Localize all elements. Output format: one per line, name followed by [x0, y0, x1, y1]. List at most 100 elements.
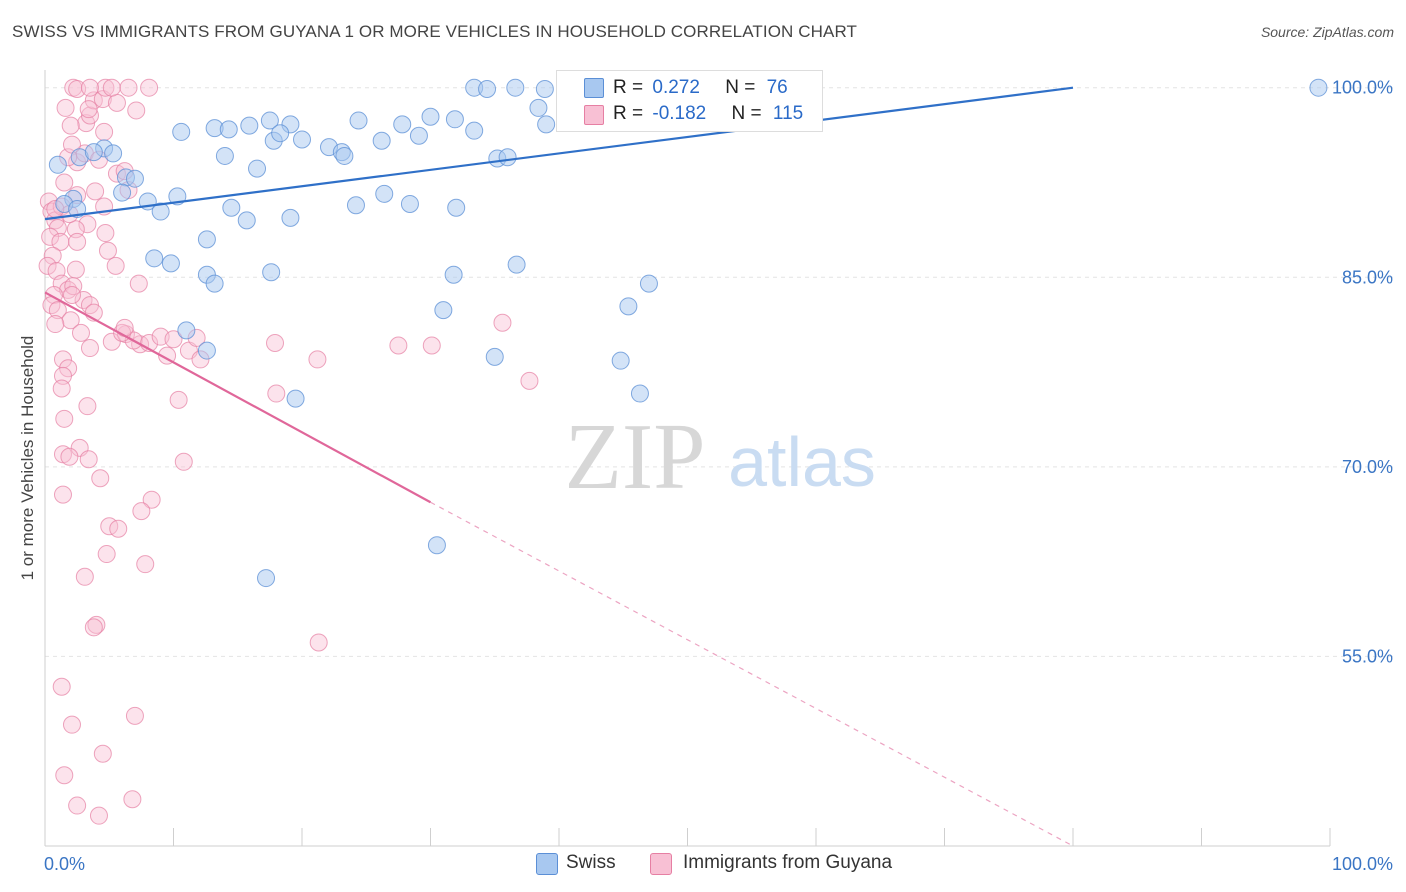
- swiss-trend-line: [44, 86, 1074, 221]
- swiss-point: [349, 111, 368, 130]
- r-value: -0.182: [652, 103, 707, 124]
- guyana-point: [61, 116, 80, 135]
- swiss-point: [237, 211, 256, 230]
- swiss-point: [197, 341, 216, 360]
- guyana-point: [84, 618, 103, 637]
- guyana-point: [389, 336, 408, 355]
- guyana-point: [55, 766, 74, 785]
- guyana-point: [98, 241, 117, 260]
- swiss-point: [537, 115, 556, 134]
- swiss-point: [113, 183, 132, 202]
- guyana-point: [62, 285, 81, 304]
- swiss-point: [248, 159, 267, 178]
- swiss-point: [260, 111, 279, 130]
- swiss-point: [104, 144, 123, 163]
- guyana-point: [174, 452, 193, 471]
- swiss-point: [400, 194, 419, 213]
- guyana-point: [158, 346, 177, 365]
- swiss-point: [177, 321, 196, 340]
- swiss-point: [84, 143, 103, 162]
- swiss-point: [145, 249, 164, 268]
- guyana-point: [129, 274, 148, 293]
- guyana-point: [68, 232, 87, 251]
- guyana-point: [106, 256, 125, 275]
- guyana-point: [520, 371, 539, 390]
- guyana-point: [309, 633, 328, 652]
- guyana-point: [164, 330, 183, 349]
- swiss-point: [639, 274, 658, 293]
- guyana-point: [80, 106, 99, 125]
- legend-row-guyana: R = -0.182 N = 115: [613, 103, 803, 127]
- legend-swiss-label: Swiss: [566, 852, 616, 873]
- grid-lines: [45, 87, 1395, 657]
- source-credit: Source: ZipAtlas.com: [1260, 24, 1394, 40]
- swiss-point: [619, 297, 638, 316]
- swiss-point: [197, 230, 216, 249]
- guyana-point: [266, 333, 285, 352]
- swiss-point: [445, 110, 464, 129]
- y-tick-label: 55.0%: [1342, 646, 1393, 666]
- guyana-point: [80, 78, 99, 97]
- guyana-point: [60, 447, 79, 466]
- guyana-point: [140, 78, 159, 97]
- tick-labels: 55.0% 70.0% 85.0% 100.0% 0.0% 100.0%: [44, 78, 1393, 874]
- swiss-point: [630, 384, 649, 403]
- r-value: 0.272: [652, 77, 700, 98]
- guyana-trend-line: [44, 291, 432, 504]
- guyana-point: [79, 450, 98, 469]
- guyana-point: [52, 677, 71, 696]
- legend-guyana-swatch: [650, 853, 672, 875]
- swiss-point: [434, 301, 453, 320]
- guyana-point: [79, 100, 98, 119]
- trend-lines: [44, 86, 1074, 847]
- guyana-point: [102, 332, 121, 351]
- guyana-point: [87, 615, 106, 634]
- guyana-point: [68, 79, 87, 98]
- guyana-point: [80, 339, 99, 358]
- swiss-point: [444, 265, 463, 284]
- r-label: R =: [613, 77, 649, 98]
- guyana-point: [142, 490, 161, 509]
- swiss-point: [48, 155, 67, 174]
- guyana-point: [61, 311, 80, 330]
- guyana-point: [55, 173, 74, 192]
- guyana-trend-extension: [430, 501, 1074, 847]
- swiss-point: [427, 536, 446, 555]
- guyana-point: [53, 350, 72, 369]
- swiss-point: [335, 146, 354, 165]
- swiss-point: [151, 202, 170, 221]
- swiss-point: [498, 148, 517, 167]
- guyana-point: [96, 78, 115, 97]
- guyana-point: [55, 409, 74, 428]
- swiss-point: [506, 78, 525, 97]
- guyana-point: [109, 519, 128, 538]
- swiss-point: [257, 569, 276, 588]
- guyana-point: [53, 485, 72, 504]
- swiss-point: [172, 122, 191, 141]
- swiss-point: [529, 98, 548, 117]
- guyana-point: [91, 469, 110, 488]
- guyana-point: [267, 384, 286, 403]
- swiss-point: [68, 200, 87, 219]
- chart-title: SWISS VS IMMIGRANTS FROM GUYANA 1 OR MOR…: [12, 22, 857, 41]
- n-value: 76: [766, 77, 788, 98]
- y-tick-label: 85.0%: [1342, 267, 1393, 287]
- n-label: N =: [725, 77, 761, 98]
- guyana-point: [66, 260, 85, 279]
- guyana-point: [86, 182, 105, 201]
- guyana-point: [95, 122, 114, 141]
- correlation-legend: R = 0.272 N = 76 R = -0.182 N = 115: [556, 70, 823, 132]
- guyana-point: [127, 101, 146, 120]
- x-tick-label: 100.0%: [1332, 854, 1393, 874]
- swiss-point: [485, 347, 504, 366]
- n-label: N =: [731, 103, 767, 124]
- guyana-point: [89, 806, 108, 825]
- swiss-point: [219, 120, 238, 139]
- guyana-point: [169, 390, 188, 409]
- guyana-point: [71, 323, 90, 342]
- swiss-point: [286, 389, 305, 408]
- swiss-point: [271, 124, 290, 143]
- swiss-point: [240, 116, 259, 135]
- guyana-point: [119, 78, 138, 97]
- guyana-point: [93, 744, 112, 763]
